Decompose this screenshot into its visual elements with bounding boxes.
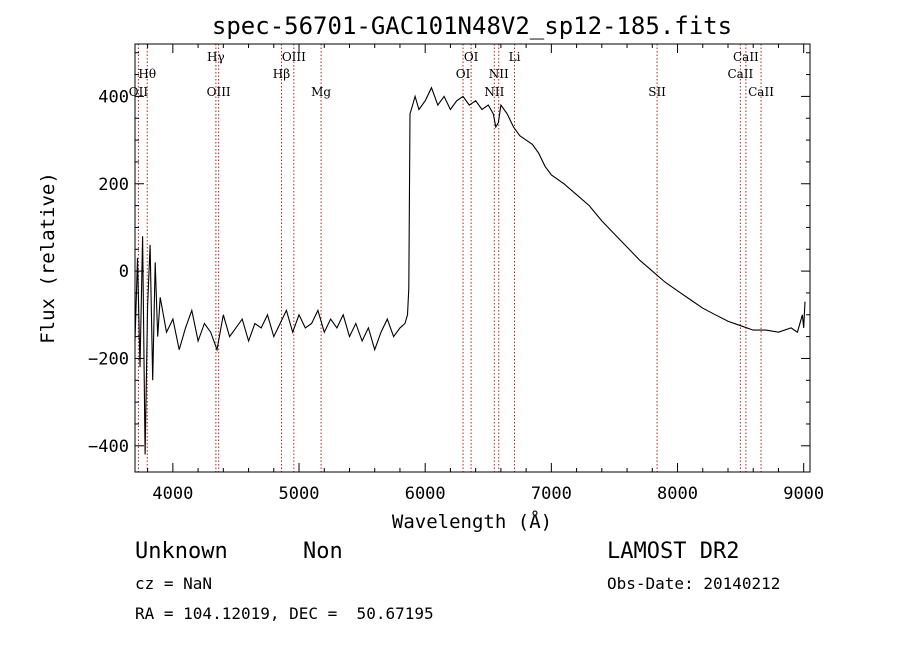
obs-date-label: Obs-Date: 20140212 (607, 574, 781, 593)
x-tick-label: 7000 (531, 484, 572, 504)
survey-label: LAMOST DR2 (607, 539, 740, 564)
x-tick-label: 6000 (405, 484, 446, 504)
y-axis-title: Flux (relative) (37, 172, 59, 344)
y-tick-label: −400 (88, 437, 129, 457)
chart-title: spec-56701-GAC101N48V2_sp12-185.fits (212, 12, 732, 40)
y-tick-label: 200 (98, 175, 129, 195)
coordinates-label: RA = 104.12019, DEC = 50.67195 (135, 604, 434, 623)
emission-line-label: CaII (733, 50, 759, 64)
x-tick-label: 4000 (152, 484, 193, 504)
x-tick-label: 8000 (657, 484, 698, 504)
emission-line-label: NII (489, 67, 509, 81)
emission-line-label: SII (648, 85, 666, 99)
x-axis-ticks: 4000 5000 6000 7000 8000 9000 (147, 44, 824, 504)
emission-line-label: Li (509, 50, 521, 64)
emission-line-label: OI (456, 67, 471, 81)
emission-line-label: CaII (748, 85, 774, 99)
y-axis-ticks: −400 −200 0 200 400 (88, 52, 810, 457)
emission-line-label: OIII (207, 85, 231, 99)
emission-line-markers (137, 44, 762, 472)
x-tick-label: 5000 (279, 484, 320, 504)
emission-line-label: Mg (311, 85, 331, 99)
subclass-label: Non (303, 539, 343, 564)
emission-line-label: OIII (282, 50, 306, 64)
emission-line-label: NII (484, 85, 504, 99)
spectrum-series-line (134, 86, 806, 455)
x-tick-label: 9000 (783, 484, 824, 504)
x-axis-title: Wavelength (Å) (392, 510, 552, 533)
plot-frame (134, 43, 811, 473)
redshift-label: cz = NaN (135, 574, 213, 593)
y-tick-label: −200 (88, 349, 129, 369)
object-class-label: Unknown (135, 539, 228, 564)
emission-line-label: OI (464, 50, 479, 64)
emission-line-label: CaII (727, 67, 753, 81)
y-tick-label: 400 (98, 87, 129, 107)
emission-line-label: OII (129, 85, 149, 99)
emission-line-label: Hθ (138, 67, 156, 81)
emission-line-label: Hγ (207, 50, 225, 64)
emission-line-label: Hβ (273, 67, 290, 81)
y-tick-label: 0 (119, 262, 129, 282)
